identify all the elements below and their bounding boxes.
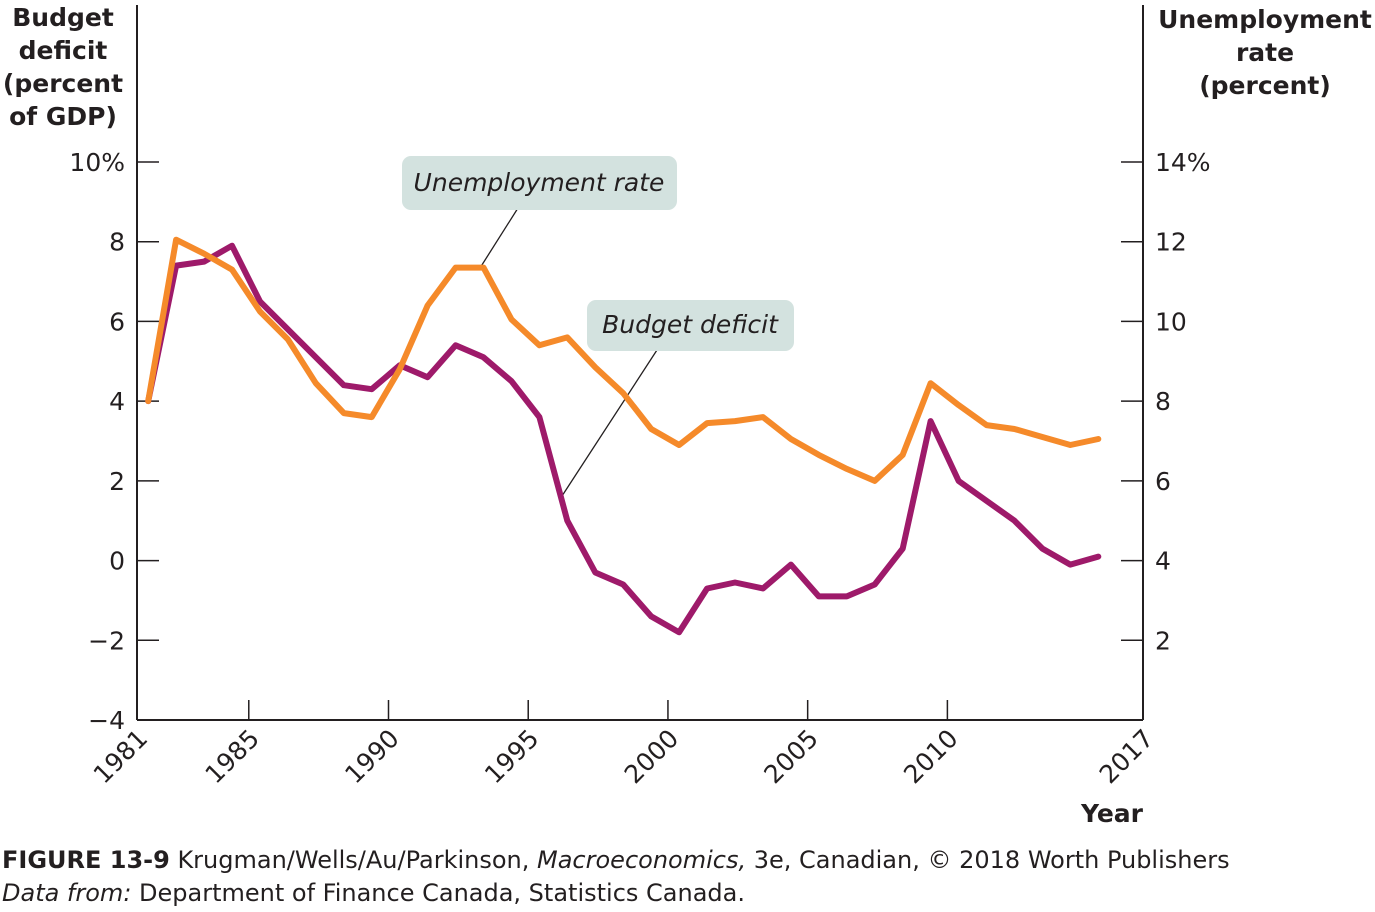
caption-authors: Krugman/Wells/Au/Parkinson, [169, 846, 538, 874]
left-axis-title: of GDP) [9, 102, 117, 131]
left-axis-title: (percent [3, 69, 123, 98]
right-axis-title: (percent) [1199, 71, 1331, 100]
left-axis-title: deficit [19, 36, 108, 65]
x-tick-label: 1990 [339, 724, 404, 789]
right-tick-label: 12 [1155, 228, 1187, 257]
x-tick-label: 1985 [200, 724, 265, 789]
unemployment-annotation-label: Unemployment rate [414, 168, 665, 197]
left-tick-label: 6 [109, 307, 125, 336]
x-tick-label: 2010 [898, 724, 963, 789]
right-tick-label: 4 [1155, 547, 1171, 576]
left-tick-label: −2 [88, 626, 125, 655]
budget-annotation-label: Budget deficit [602, 310, 779, 339]
x-tick-label: 2005 [758, 724, 823, 789]
unemployment-rate-line [145, 236, 1102, 484]
caption-publisher: 3e, Canadian, © 2018 Worth Publishers [746, 846, 1230, 874]
budget-leader-line [561, 349, 658, 497]
data-source: Data from: Department of Finance Canada,… [2, 879, 745, 907]
left-axis-title: Budget [12, 3, 114, 32]
left-tick-label: 8 [109, 228, 125, 257]
figure-number: FIGURE 13-9 [2, 846, 170, 874]
left-tick-label: 4 [109, 387, 125, 416]
right-tick-label: 8 [1155, 387, 1171, 416]
source-label: Data from: [2, 879, 132, 907]
source-text: Department of Finance Canada, Statistics… [131, 879, 745, 907]
figure-caption: FIGURE 13-9 Krugman/Wells/Au/Parkinson, … [2, 846, 1230, 874]
left-tick-label: 10% [69, 148, 125, 177]
left-tick-label: 2 [109, 467, 125, 496]
right-axis-title: rate [1236, 38, 1294, 67]
caption-book: Macroeconomics, [537, 846, 747, 874]
unemployment-leader-line [479, 207, 519, 269]
right-tick-label: 2 [1155, 626, 1171, 655]
budget-annotation-box [587, 300, 794, 351]
right-tick-label: 10 [1155, 307, 1187, 336]
left-tick-label: −4 [88, 706, 125, 735]
x-axis-title: Year [1080, 799, 1144, 828]
unemployment-annotation-box [402, 156, 677, 210]
x-tick-label: 2017 [1094, 724, 1159, 789]
x-tick-label: 2000 [619, 724, 684, 789]
right-tick-label: 6 [1155, 467, 1171, 496]
left-tick-label: 0 [109, 547, 125, 576]
right-tick-label: 14% [1155, 148, 1211, 177]
x-tick-label: 1995 [479, 724, 544, 789]
right-axis-title: Unemployment [1158, 5, 1372, 34]
